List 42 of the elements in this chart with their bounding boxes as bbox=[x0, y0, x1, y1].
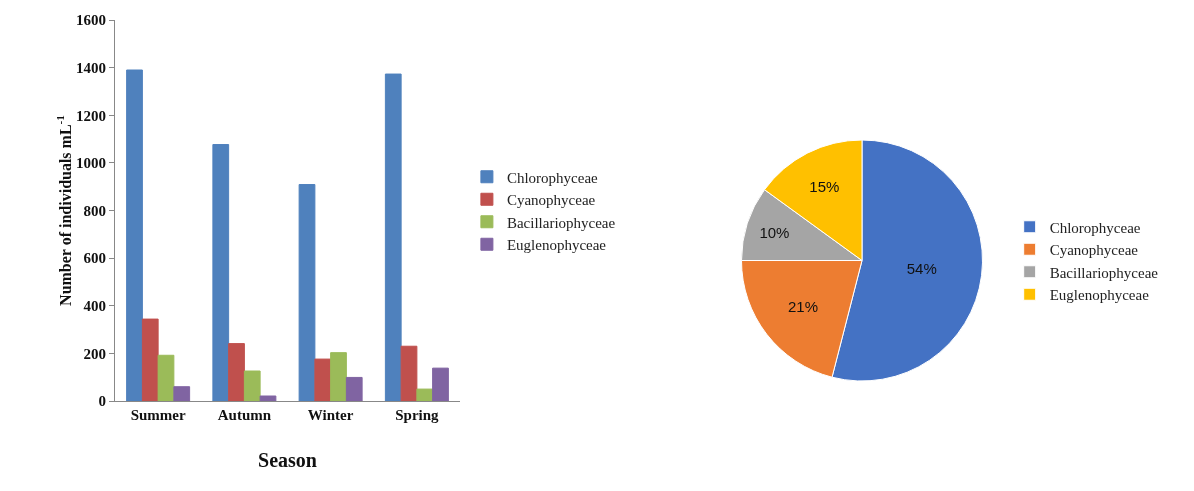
x-tick-label: Winter bbox=[307, 407, 354, 423]
y-tick-label: 1600 bbox=[76, 12, 106, 29]
legend-label: Cyanophyceae bbox=[506, 192, 596, 209]
x-axis-title: Season bbox=[258, 448, 317, 471]
y-tick-label: 1400 bbox=[76, 59, 106, 76]
bar bbox=[384, 73, 402, 401]
legend-label: Cyanophyceae bbox=[1049, 242, 1139, 259]
bar bbox=[432, 367, 449, 401]
legend-label: Chlorophyceae bbox=[506, 169, 599, 186]
data-label: 21% bbox=[787, 297, 818, 315]
bar bbox=[243, 370, 261, 401]
bar bbox=[345, 376, 363, 401]
x-tick-label: Summer bbox=[130, 407, 186, 423]
x-tick-label: Spring bbox=[395, 407, 440, 423]
data-label: 15% bbox=[809, 178, 840, 196]
y-tick-label: 0 bbox=[98, 393, 106, 410]
y-tick-label: 1200 bbox=[76, 107, 106, 124]
y-tick-label: 400 bbox=[83, 298, 106, 314]
bar bbox=[298, 184, 316, 401]
bar bbox=[228, 343, 245, 401]
x-tick-label: Autumn bbox=[217, 407, 272, 423]
legend-label: Chlorophyceae bbox=[1049, 219, 1141, 236]
bar bbox=[400, 345, 418, 401]
y-tick-label: 1000 bbox=[76, 155, 106, 172]
y-tick-label: 200 bbox=[83, 345, 106, 362]
bar bbox=[173, 386, 191, 401]
bar bbox=[330, 352, 347, 401]
bar bbox=[126, 69, 143, 401]
bar bbox=[212, 144, 230, 401]
legend-label: Euglenophyceae bbox=[506, 237, 607, 254]
y-tick-label: 600 bbox=[83, 250, 106, 267]
bar bbox=[314, 358, 332, 401]
bar bbox=[141, 318, 159, 401]
y-tick-label: 800 bbox=[83, 202, 106, 219]
data-label: 54% bbox=[906, 259, 937, 277]
bar bbox=[416, 388, 434, 401]
bar bbox=[157, 354, 175, 401]
legend-label: Bacillariophyceae bbox=[506, 214, 616, 231]
bar bbox=[259, 395, 277, 401]
legend-label: Euglenophyceae bbox=[1049, 287, 1150, 304]
data-label: 10% bbox=[759, 223, 790, 241]
legend-label: Bacillariophyceae bbox=[1049, 264, 1159, 281]
